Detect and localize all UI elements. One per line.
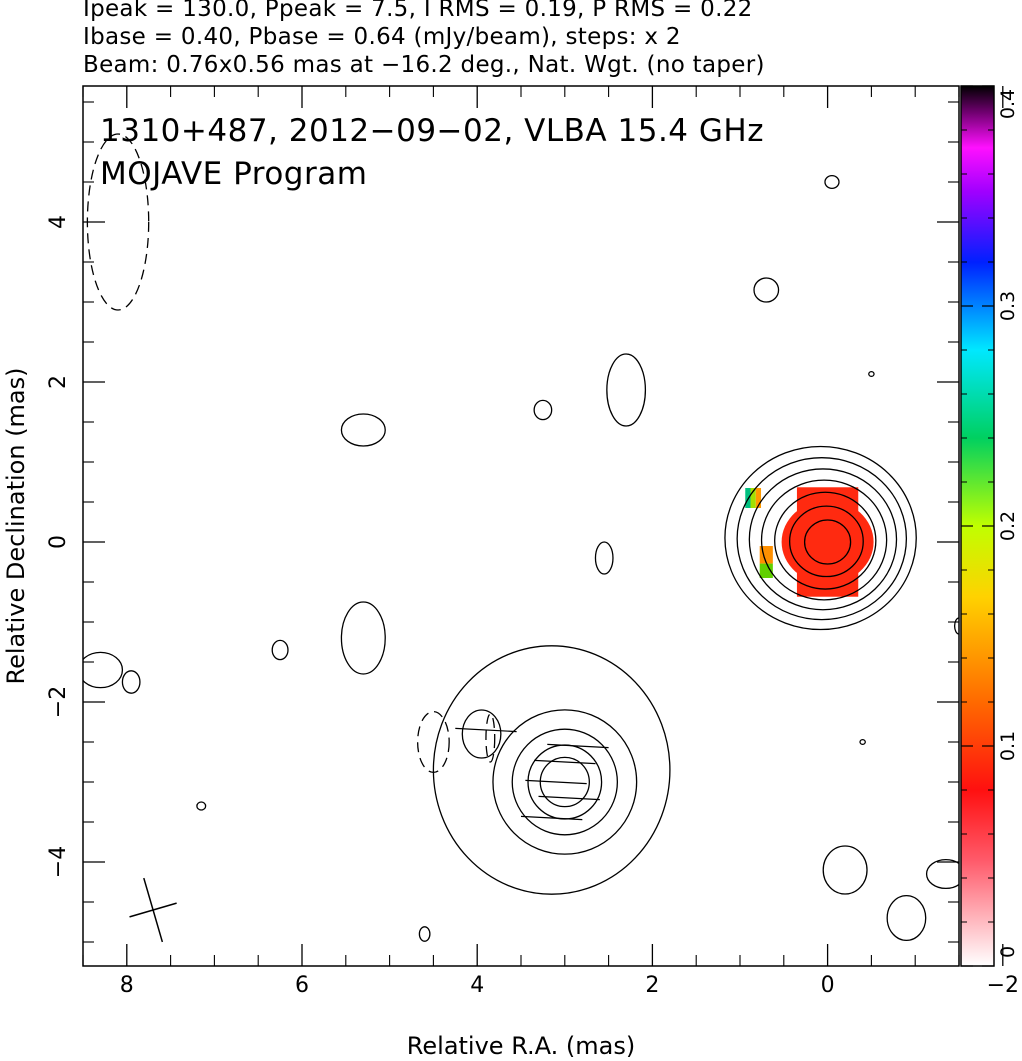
noise-contour — [271, 639, 289, 661]
noise-contour — [606, 353, 647, 427]
x-tick-label: 6 — [295, 973, 309, 998]
noise-contour — [196, 801, 207, 811]
colorbar-tick-label: 0.4 — [997, 89, 1019, 119]
noise-contour — [461, 709, 502, 759]
x-tick-label: −2 — [987, 973, 1019, 998]
colorbar-tick-label: 0.2 — [997, 511, 1019, 541]
noise-contour — [1000, 208, 1014, 221]
colorbar-tick-label: 0.1 — [997, 731, 1019, 761]
x-tick-label: 4 — [470, 973, 484, 998]
x-tick-label: 2 — [645, 973, 659, 998]
noise-contour — [594, 541, 614, 575]
x-tick-label: 8 — [120, 973, 134, 998]
colorbar-ticks: 0 0.1 0.2 0.3 0.4 — [961, 85, 1019, 967]
colorbar-tick-label: 0 — [997, 946, 1019, 958]
noise-contour — [859, 738, 866, 746]
noise-contour — [121, 670, 141, 694]
noise-contour — [822, 845, 868, 895]
noise-contour — [418, 926, 431, 942]
y-tick-label: −2 — [46, 686, 71, 718]
source-annotation: 1310+487, 2012−09−02, VLBA 15.4 GHz — [100, 113, 764, 149]
core-contour — [774, 491, 877, 590]
program-annotation: MOJAVE Program — [100, 156, 367, 192]
core-contour — [748, 468, 898, 611]
core-contour — [760, 479, 888, 601]
noise-contour — [533, 399, 553, 421]
core-pol-pixel — [796, 487, 859, 597]
header-line-1: Ipeak = 130.0, Ppeak = 7.5, I RMS = 0.19… — [83, 0, 753, 22]
jet-knot-contour — [539, 756, 590, 808]
header-line-2: Ibase = 0.40, Pbase = 0.64 (mJy/beam), s… — [83, 24, 681, 50]
header-line-3: Beam: 0.76x0.56 mas at −16.2 deg., Nat. … — [83, 52, 765, 78]
jet-knot-contour — [511, 728, 619, 836]
noise-contour — [83, 651, 124, 689]
noise-contour — [886, 894, 927, 942]
negative-contour — [416, 710, 450, 774]
pol-vector — [534, 759, 596, 765]
x-tick-label: 0 — [821, 973, 835, 998]
colorbar-tick-label: 0.3 — [997, 291, 1019, 321]
y-tick-label: −4 — [46, 846, 71, 878]
pol-pixel — [755, 488, 762, 508]
data-layer — [83, 133, 1014, 943]
noise-contour — [925, 858, 959, 890]
pol-vector — [547, 743, 609, 749]
pol-pixel — [759, 563, 773, 578]
noise-contour — [340, 601, 386, 675]
pol-vector — [520, 815, 583, 821]
pol-vector — [538, 795, 600, 801]
negative-contour — [485, 713, 496, 763]
beam-minor-axis — [129, 902, 177, 918]
pol-vector — [525, 779, 587, 785]
y-tick-label: 0 — [46, 535, 71, 549]
noise-contour — [868, 370, 875, 378]
noise-contour — [953, 617, 959, 635]
noise-contour — [824, 174, 840, 190]
noise-contour — [340, 413, 386, 447]
x-axis-label: Relative R.A. (mas) — [407, 1032, 635, 1060]
jet-knot-contour — [492, 709, 638, 855]
y-axis-label: Relative Declination (mas) — [2, 367, 30, 684]
core-contour — [788, 505, 864, 578]
pol-pixel — [750, 488, 756, 508]
core-contour — [736, 457, 908, 621]
jet-knot-contour — [432, 645, 671, 895]
core-contour — [803, 519, 852, 565]
y-tick-label: 4 — [46, 215, 71, 229]
y-tick-label: 2 — [46, 375, 71, 389]
noise-contour — [753, 277, 780, 303]
axes: 8 6 4 2 0 −2 4 2 0 −2 −4 — [46, 86, 1019, 998]
core-contour — [724, 445, 917, 631]
